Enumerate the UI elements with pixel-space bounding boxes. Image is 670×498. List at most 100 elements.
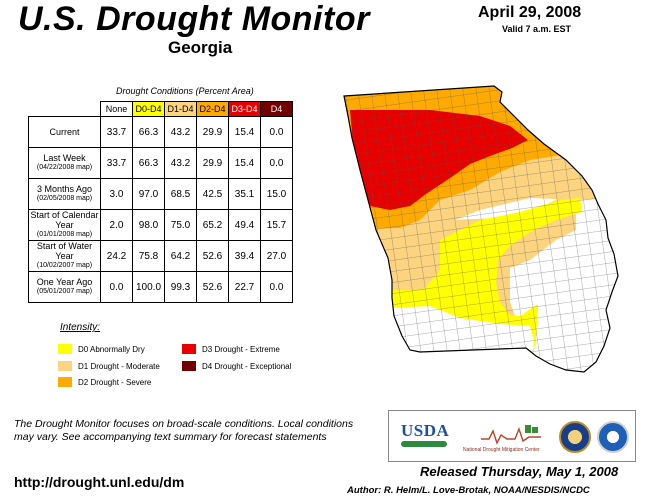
table-cell: 66.3 — [132, 116, 165, 148]
legend-swatch — [58, 377, 72, 387]
table-cell: 3.0 — [100, 178, 133, 210]
commerce-seal-icon — [559, 421, 591, 453]
usda-swoosh-icon — [401, 441, 447, 447]
partner-logos: USDA National Drought Mitigation Center — [388, 410, 636, 462]
table-cell: 42.5 — [196, 178, 229, 210]
table-cell: 33.7 — [100, 116, 133, 148]
ndmc-logo-text: National Drought Mitigation Center — [463, 447, 540, 453]
region-name: Georgia — [168, 38, 233, 57]
table-cell: 29.9 — [196, 116, 229, 148]
table-row: Current 33.7 66.3 43.2 29.9 15.4 0.0 — [28, 116, 293, 148]
table-cell: 52.6 — [196, 271, 229, 303]
legend-swatch — [58, 344, 72, 354]
row-label-sub: (10/02/2007 map) — [36, 262, 93, 269]
row-label-text: Current — [49, 127, 80, 137]
table-cell: 43.2 — [164, 116, 197, 148]
row-label-sub: (02/05/2008 map) — [36, 195, 93, 202]
table-cell: 24.2 — [100, 240, 133, 272]
legend-swatch — [182, 361, 196, 371]
legend-item-d4: D4 Drought - Exceptional — [182, 361, 291, 371]
table-cell: 49.4 — [228, 209, 261, 241]
table-cell: 22.7 — [228, 271, 261, 303]
column-header-d1: D1-D4 — [164, 101, 197, 117]
ndmc-logo-icon — [481, 425, 541, 445]
legend-swatch — [182, 344, 196, 354]
legend-label: D0 Abnormally Dry — [78, 344, 145, 354]
legend-label: D3 Drought - Extreme — [202, 344, 280, 354]
valid-time: Valid 7 a.m. EST — [502, 24, 572, 34]
table-cell: 68.5 — [164, 178, 197, 210]
column-header-d4: D4 — [260, 101, 293, 117]
legend-label: D1 Drought - Moderate — [78, 361, 160, 371]
drought-conditions-table: None D0-D4 D1-D4 D2-D4 D3-D4 D4 Current … — [28, 101, 293, 303]
legend-label: D4 Drought - Exceptional — [202, 361, 292, 371]
page-title: U.S. Drought Monitor — [18, 0, 370, 38]
table-cell: 64.2 — [164, 240, 197, 272]
table-cell: 66.3 — [132, 147, 165, 179]
column-header-d2: D2-D4 — [196, 101, 229, 117]
row-label-text: One Year Ago — [36, 277, 93, 287]
legend-label: D2 Drought - Severe — [78, 377, 152, 387]
table-cell: 15.4 — [228, 116, 261, 148]
row-label: Start of Calendar Year (01/01/2008 map) — [28, 209, 101, 241]
row-label-sub: (05/01/2007 map) — [36, 288, 93, 295]
usda-logo: USDA — [401, 421, 450, 440]
table-cell: 100.0 — [132, 271, 165, 303]
row-label: One Year Ago (05/01/2007 map) — [28, 271, 101, 303]
table-cell: 75.8 — [132, 240, 165, 272]
table-cell: 15.7 — [260, 209, 293, 241]
table-cell: 2.0 — [100, 209, 133, 241]
table-cell: 0.0 — [260, 271, 293, 303]
table-cell: 33.7 — [100, 147, 133, 179]
row-label-sub: (04/22/2008 map) — [36, 164, 93, 171]
legend-item-d0: D0 Abnormally Dry — [58, 344, 145, 354]
table-row: 3 Months Ago (02/05/2008 map) 3.0 97.0 68… — [28, 178, 293, 210]
column-header-d3: D3-D4 — [228, 101, 261, 117]
legend-item-d2: D2 Drought - Severe — [58, 377, 151, 387]
column-header-none: None — [100, 101, 133, 117]
row-label-sub: (01/01/2008 map) — [36, 231, 93, 238]
row-label-text: Start of Calendar Year — [30, 210, 99, 230]
footnote: The Drought Monitor focuses on broad-sca… — [14, 418, 354, 443]
table-cell: 98.0 — [132, 209, 165, 241]
table-row: One Year Ago (05/01/2007 map) 0.0 100.0 9… — [28, 271, 293, 303]
table-cell: 43.2 — [164, 147, 197, 179]
column-header-d0: D0-D4 — [132, 101, 165, 117]
table-cell: 65.2 — [196, 209, 229, 241]
legend-item-d1: D1 Drought - Moderate — [58, 361, 160, 371]
table-row: Start of Water Year (10/02/2007 map) 24.2… — [28, 240, 293, 272]
county-lines — [344, 86, 618, 372]
drought-url-link[interactable]: http://drought.unl.edu/dm — [14, 474, 185, 490]
table-cell: 0.0 — [100, 271, 133, 303]
legend-item-d3: D3 Drought - Extreme — [182, 344, 280, 354]
table-cell: 52.6 — [196, 240, 229, 272]
row-label-text: Start of Water Year — [36, 241, 93, 261]
row-label: Current — [28, 116, 101, 148]
table-cell: 0.0 — [260, 116, 293, 148]
author-credit: Author: R. Helm/L. Love-Brotak, NOAA/NES… — [347, 485, 590, 496]
table-cell: 15.0 — [260, 178, 293, 210]
table-cell: 39.4 — [228, 240, 261, 272]
release-date: Released Thursday, May 1, 2008 — [420, 464, 619, 479]
row-label-text: Last Week — [43, 153, 86, 163]
table-row: Start of Calendar Year (01/01/2008 map) 2… — [28, 209, 293, 241]
legend-swatch — [58, 361, 72, 371]
noaa-logo-icon — [597, 421, 629, 453]
table-cell: 99.3 — [164, 271, 197, 303]
table-cell: 15.4 — [228, 147, 261, 179]
row-label-text: 3 Months Ago — [36, 184, 93, 194]
legend-title: Intensity: — [60, 322, 101, 333]
table-header-row: None D0-D4 D1-D4 D2-D4 D3-D4 D4 — [29, 101, 293, 117]
table-cell: 35.1 — [228, 178, 261, 210]
row-label: Start of Water Year (10/02/2007 map) — [28, 240, 101, 272]
table-cell: 0.0 — [260, 147, 293, 179]
row-label: Last Week (04/22/2008 map) — [28, 147, 101, 179]
table-cell: 27.0 — [260, 240, 293, 272]
table-caption: Drought Conditions (Percent Area) — [116, 86, 254, 96]
table-cell: 97.0 — [132, 178, 165, 210]
state-outline — [343, 85, 619, 373]
table-cell: 29.9 — [196, 147, 229, 179]
table-corner — [29, 102, 101, 117]
table-row: Last Week (04/22/2008 map) 33.7 66.3 43.2… — [28, 147, 293, 179]
table-cell: 75.0 — [164, 209, 197, 241]
